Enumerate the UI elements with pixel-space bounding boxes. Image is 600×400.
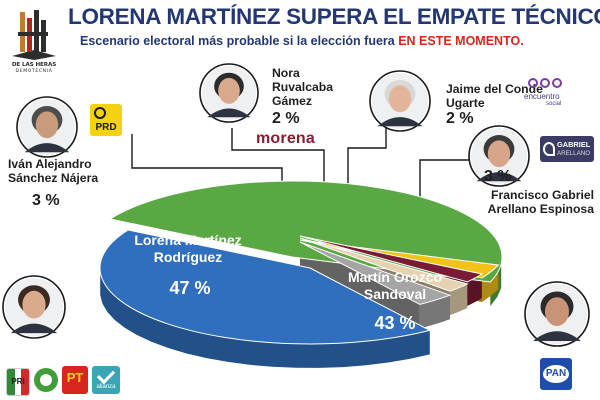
- photos: [2, 63, 590, 347]
- page-title: LORENA MARTÍNEZ SUPERA EL EMPATE TÉCNICO: [68, 4, 600, 29]
- pri-logo: PRI: [6, 368, 30, 396]
- pie-slice-jaime: [299, 237, 469, 292]
- pan-logo: PAN: [540, 358, 572, 390]
- leader-line-ivan: [131, 134, 283, 188]
- subtitle-highlight: EN ESTE MOMENTO.: [398, 34, 524, 48]
- pie-slice-side-nora: [467, 274, 482, 306]
- page-subtitle: Escenario electoral más probable si la e…: [80, 34, 524, 48]
- slice-label-lorena-pct: 47 %: [169, 278, 211, 298]
- candidate-nora-name: Nora Ruvalcaba Gámez: [272, 66, 333, 108]
- candidate-photo-ivan: [16, 96, 78, 158]
- candidate-jaime-pct: 2 %: [446, 110, 474, 127]
- nueva-alianza-logo: alianza: [92, 365, 120, 394]
- encuentro-ring-icon: [540, 78, 550, 88]
- logo-text: DE LAS HERAS: [11, 62, 57, 68]
- candidate-ivan-name: Iván Alejandro Sánchez Nájera: [8, 157, 99, 185]
- leader-line-jaime: [347, 128, 387, 192]
- pri-logo-text: PRI: [11, 377, 25, 386]
- candidate-francisco-name: Francisco Gabriel Arellano Espinosa: [487, 188, 594, 216]
- candidate-ivan-pct: 3 %: [32, 192, 60, 209]
- encuentro-logo-text: encuentro: [524, 92, 560, 101]
- pvem-toucan-icon: [40, 374, 52, 386]
- pollster-logo-icon: [12, 10, 56, 60]
- pie-slice-wall-francisco: [300, 242, 420, 329]
- slice-label-lorena-name: Lorena Martínez Rodríguez: [134, 232, 242, 265]
- morena-logo: morena: [256, 130, 315, 147]
- nueva-alianza-check-icon: [96, 365, 116, 385]
- logo-subtext: DEMOTECNIA: [15, 69, 53, 74]
- slice-label-martin-name: Martín Orozco Sandoval: [347, 269, 443, 302]
- gabriel-logo-text: GABRIEL: [557, 140, 591, 149]
- prd-sun-icon: [94, 107, 106, 119]
- gabriel-logo-subtext: ARELLANO: [557, 150, 591, 157]
- candidate-photo-martin: [524, 281, 590, 347]
- pie-slice-francisco: [299, 241, 452, 305]
- slice-label-martin-pct: 43 %: [374, 313, 416, 333]
- pri-green-stripe: [7, 369, 15, 395]
- candidate-francisco-pct: 3 %: [484, 168, 512, 185]
- pollster-logo: DE LAS HERAS DEMOTECNIA: [4, 6, 64, 78]
- encuentro-social-logo: encuentro social: [524, 78, 582, 114]
- leader-line-nora: [231, 128, 325, 186]
- encuentro-ring-icon: [552, 78, 562, 88]
- pt-logo-text: PT: [66, 370, 84, 385]
- candidate-photo-francisco: [468, 125, 530, 187]
- prd-logo: PRD: [90, 104, 122, 136]
- pri-red-stripe: [21, 369, 29, 395]
- encuentro-logo-subtext: social: [546, 101, 562, 107]
- pt-logo: PT: [62, 366, 88, 394]
- pie-tops: [99, 180, 503, 345]
- pie-slice-martin: [99, 229, 432, 345]
- pie-slice-nora: [299, 235, 484, 283]
- gabriel-arellano-logo: GABRIEL ARELLANO: [540, 136, 594, 162]
- subtitle-main: Escenario electoral más probable si la e…: [80, 34, 395, 48]
- pan-oval-icon: [543, 365, 569, 383]
- prd-logo-text: PRD: [95, 122, 117, 133]
- pie-slice-side-francisco: [419, 295, 450, 329]
- candidate-photo-nora: [199, 63, 259, 123]
- candidate-nora-pct: 2 %: [272, 110, 300, 127]
- encuentro-ring-icon: [528, 78, 538, 88]
- pvem-logo: [34, 368, 58, 392]
- pie-slice-side-jaime: [450, 283, 468, 316]
- pie-slice-side-martin: [100, 271, 430, 368]
- candidate-photo-lorena: [2, 275, 66, 339]
- nueva-alianza-logo-text: alianza: [96, 384, 116, 390]
- gabriel-g-icon: [543, 142, 555, 156]
- pan-logo-text: PAN: [545, 368, 567, 379]
- candidate-photo-jaime: [369, 70, 431, 132]
